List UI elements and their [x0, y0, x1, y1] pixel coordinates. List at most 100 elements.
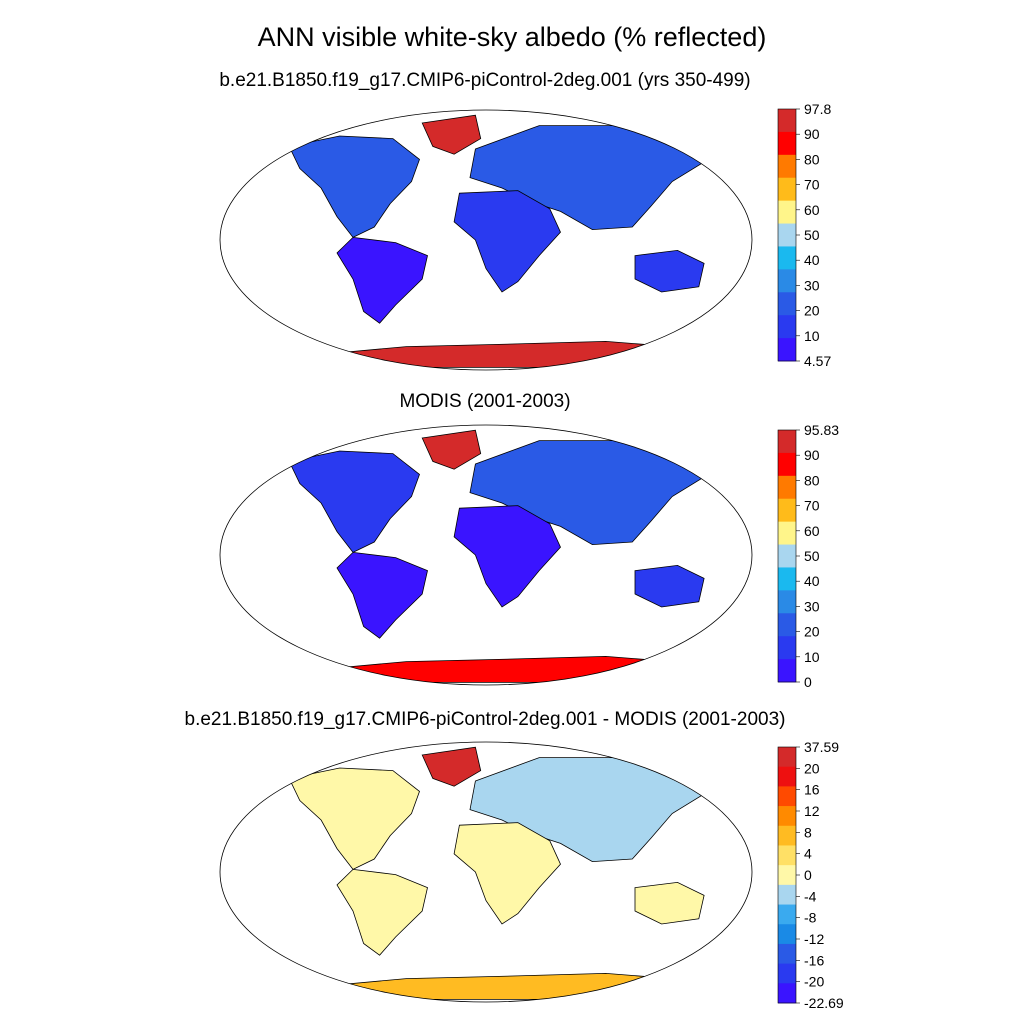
colorbar-swatch — [778, 269, 796, 293]
map-panel-diff — [219, 741, 753, 1003]
colorbar-swatch — [778, 521, 796, 545]
colorbar-label: 12 — [804, 803, 820, 819]
colorbar-swatch — [778, 498, 796, 523]
colorbar-label: 20 — [804, 624, 820, 640]
continent-namerica — [288, 450, 420, 553]
colorbar-label: -22.69 — [804, 995, 844, 1011]
continent-greenland — [421, 746, 482, 787]
colorbar-model: 97.8 90 80 70 60 50 40 30 20 10 4.57 — [777, 101, 831, 369]
colorbar-label: 30 — [804, 598, 820, 614]
colorbar-swatch — [778, 315, 796, 339]
continent-greenland — [421, 429, 482, 470]
colorbar-label: -16 — [804, 952, 824, 968]
colorbar-label: -4 — [804, 888, 817, 904]
colorbar-swatch — [778, 659, 796, 683]
colorbar-label: 60 — [804, 523, 820, 539]
continent-australia — [634, 564, 705, 608]
colorbar-swatch — [778, 590, 796, 614]
colorbar-swatch — [778, 983, 796, 1004]
colorbar-swatch — [778, 636, 796, 660]
colorbar-label: 97.8 — [804, 101, 831, 117]
colorbar-swatch — [778, 452, 796, 477]
colorbar-label: -20 — [804, 974, 824, 990]
colorbar-swatch — [778, 884, 796, 905]
colorbar-label: 80 — [804, 151, 820, 167]
continent-samerica — [336, 868, 428, 956]
colorbar-swatch — [778, 924, 796, 945]
colorbar-swatch — [778, 177, 796, 202]
colorbar-swatch — [778, 766, 796, 787]
colorbar-label: -12 — [804, 931, 824, 947]
colorbar-swatch — [778, 786, 796, 807]
colorbar-label: 90 — [804, 447, 820, 463]
panel-title-obs: MODIS (2001-2003) — [399, 391, 571, 412]
colorbar-label: 40 — [804, 252, 820, 268]
colorbar-label: 30 — [804, 277, 820, 293]
colorbar-swatch — [778, 747, 796, 768]
colorbar-swatch — [778, 109, 796, 133]
continent-samerica — [336, 236, 428, 324]
colorbar-swatch — [778, 292, 796, 316]
colorbar-swatch — [778, 943, 796, 965]
continent-namerica — [288, 767, 420, 870]
colorbar-label: 20 — [804, 760, 820, 776]
colorbar-swatch — [778, 223, 796, 247]
colorbar-label: 10 — [804, 649, 820, 665]
colorbar-label: 4.57 — [804, 353, 831, 369]
map-panel-obs — [219, 424, 753, 686]
colorbar-label: 50 — [804, 227, 820, 243]
colorbar-swatch — [778, 845, 796, 866]
colorbar-swatch — [778, 475, 796, 500]
colorbar-label: 4 — [804, 846, 812, 862]
map-frame — [219, 424, 753, 686]
colorbar-label: 10 — [804, 328, 820, 344]
colorbar-swatch — [778, 430, 796, 454]
colorbar-diff: 37.59 20 16 12 8 4 0 -4 -8 -12 -16 -20 -22.69 — [777, 739, 844, 1011]
colorbar-swatch — [778, 338, 796, 362]
colorbar-swatch — [778, 904, 796, 925]
map-frame — [219, 109, 753, 371]
colorbar-label: 70 — [804, 498, 820, 514]
colorbar-swatch — [778, 963, 796, 984]
colorbar-swatch — [778, 865, 796, 886]
panel-title-model: b.e21.B1850.f19_g17.CMIP6-piControl-2deg… — [219, 70, 751, 91]
colorbar-label: 40 — [804, 573, 820, 589]
colorbar-label: 70 — [804, 177, 820, 193]
colorbar-label: 80 — [804, 472, 820, 488]
continent-namerica — [288, 135, 420, 238]
continent-australia — [634, 249, 705, 293]
colorbar-swatch — [778, 806, 796, 827]
colorbar-label: 20 — [804, 303, 820, 319]
colorbar-swatch — [778, 154, 796, 179]
continent-africa — [453, 822, 561, 925]
colorbar-label: 16 — [804, 782, 820, 798]
colorbar-label: 8 — [804, 824, 812, 840]
colorbar-swatch — [778, 544, 796, 568]
map-frame — [219, 741, 753, 1003]
colorbar-swatch — [778, 246, 796, 270]
colorbar-label: -8 — [804, 910, 817, 926]
continent-greenland — [421, 114, 482, 155]
colorbar-swatch — [778, 200, 796, 224]
colorbar-swatch — [778, 131, 796, 156]
colorbar-label: 95.83 — [804, 422, 839, 438]
colorbar-swatch — [778, 825, 796, 846]
continent-africa — [453, 190, 561, 293]
colorbar-label: 0 — [804, 867, 812, 883]
colorbar-obs: 95.83 90 80 70 60 50 40 30 20 10 0 — [777, 422, 839, 690]
colorbar-swatch — [778, 613, 796, 637]
continent-samerica — [336, 551, 428, 639]
panel-title-diff: b.e21.B1850.f19_g17.CMIP6-piControl-2deg… — [184, 709, 786, 730]
continent-australia — [634, 881, 705, 925]
colorbar-swatch — [778, 567, 796, 591]
colorbar-label: 60 — [804, 202, 820, 218]
colorbar-label: 90 — [804, 126, 820, 142]
continent-africa — [453, 505, 561, 608]
colorbar-label: 0 — [804, 674, 812, 690]
map-panel-model — [219, 109, 753, 371]
figure-title: ANN visible white-sky albedo (% reflecte… — [257, 22, 767, 52]
colorbar-label: 37.59 — [804, 739, 839, 755]
colorbar-label: 50 — [804, 548, 820, 564]
